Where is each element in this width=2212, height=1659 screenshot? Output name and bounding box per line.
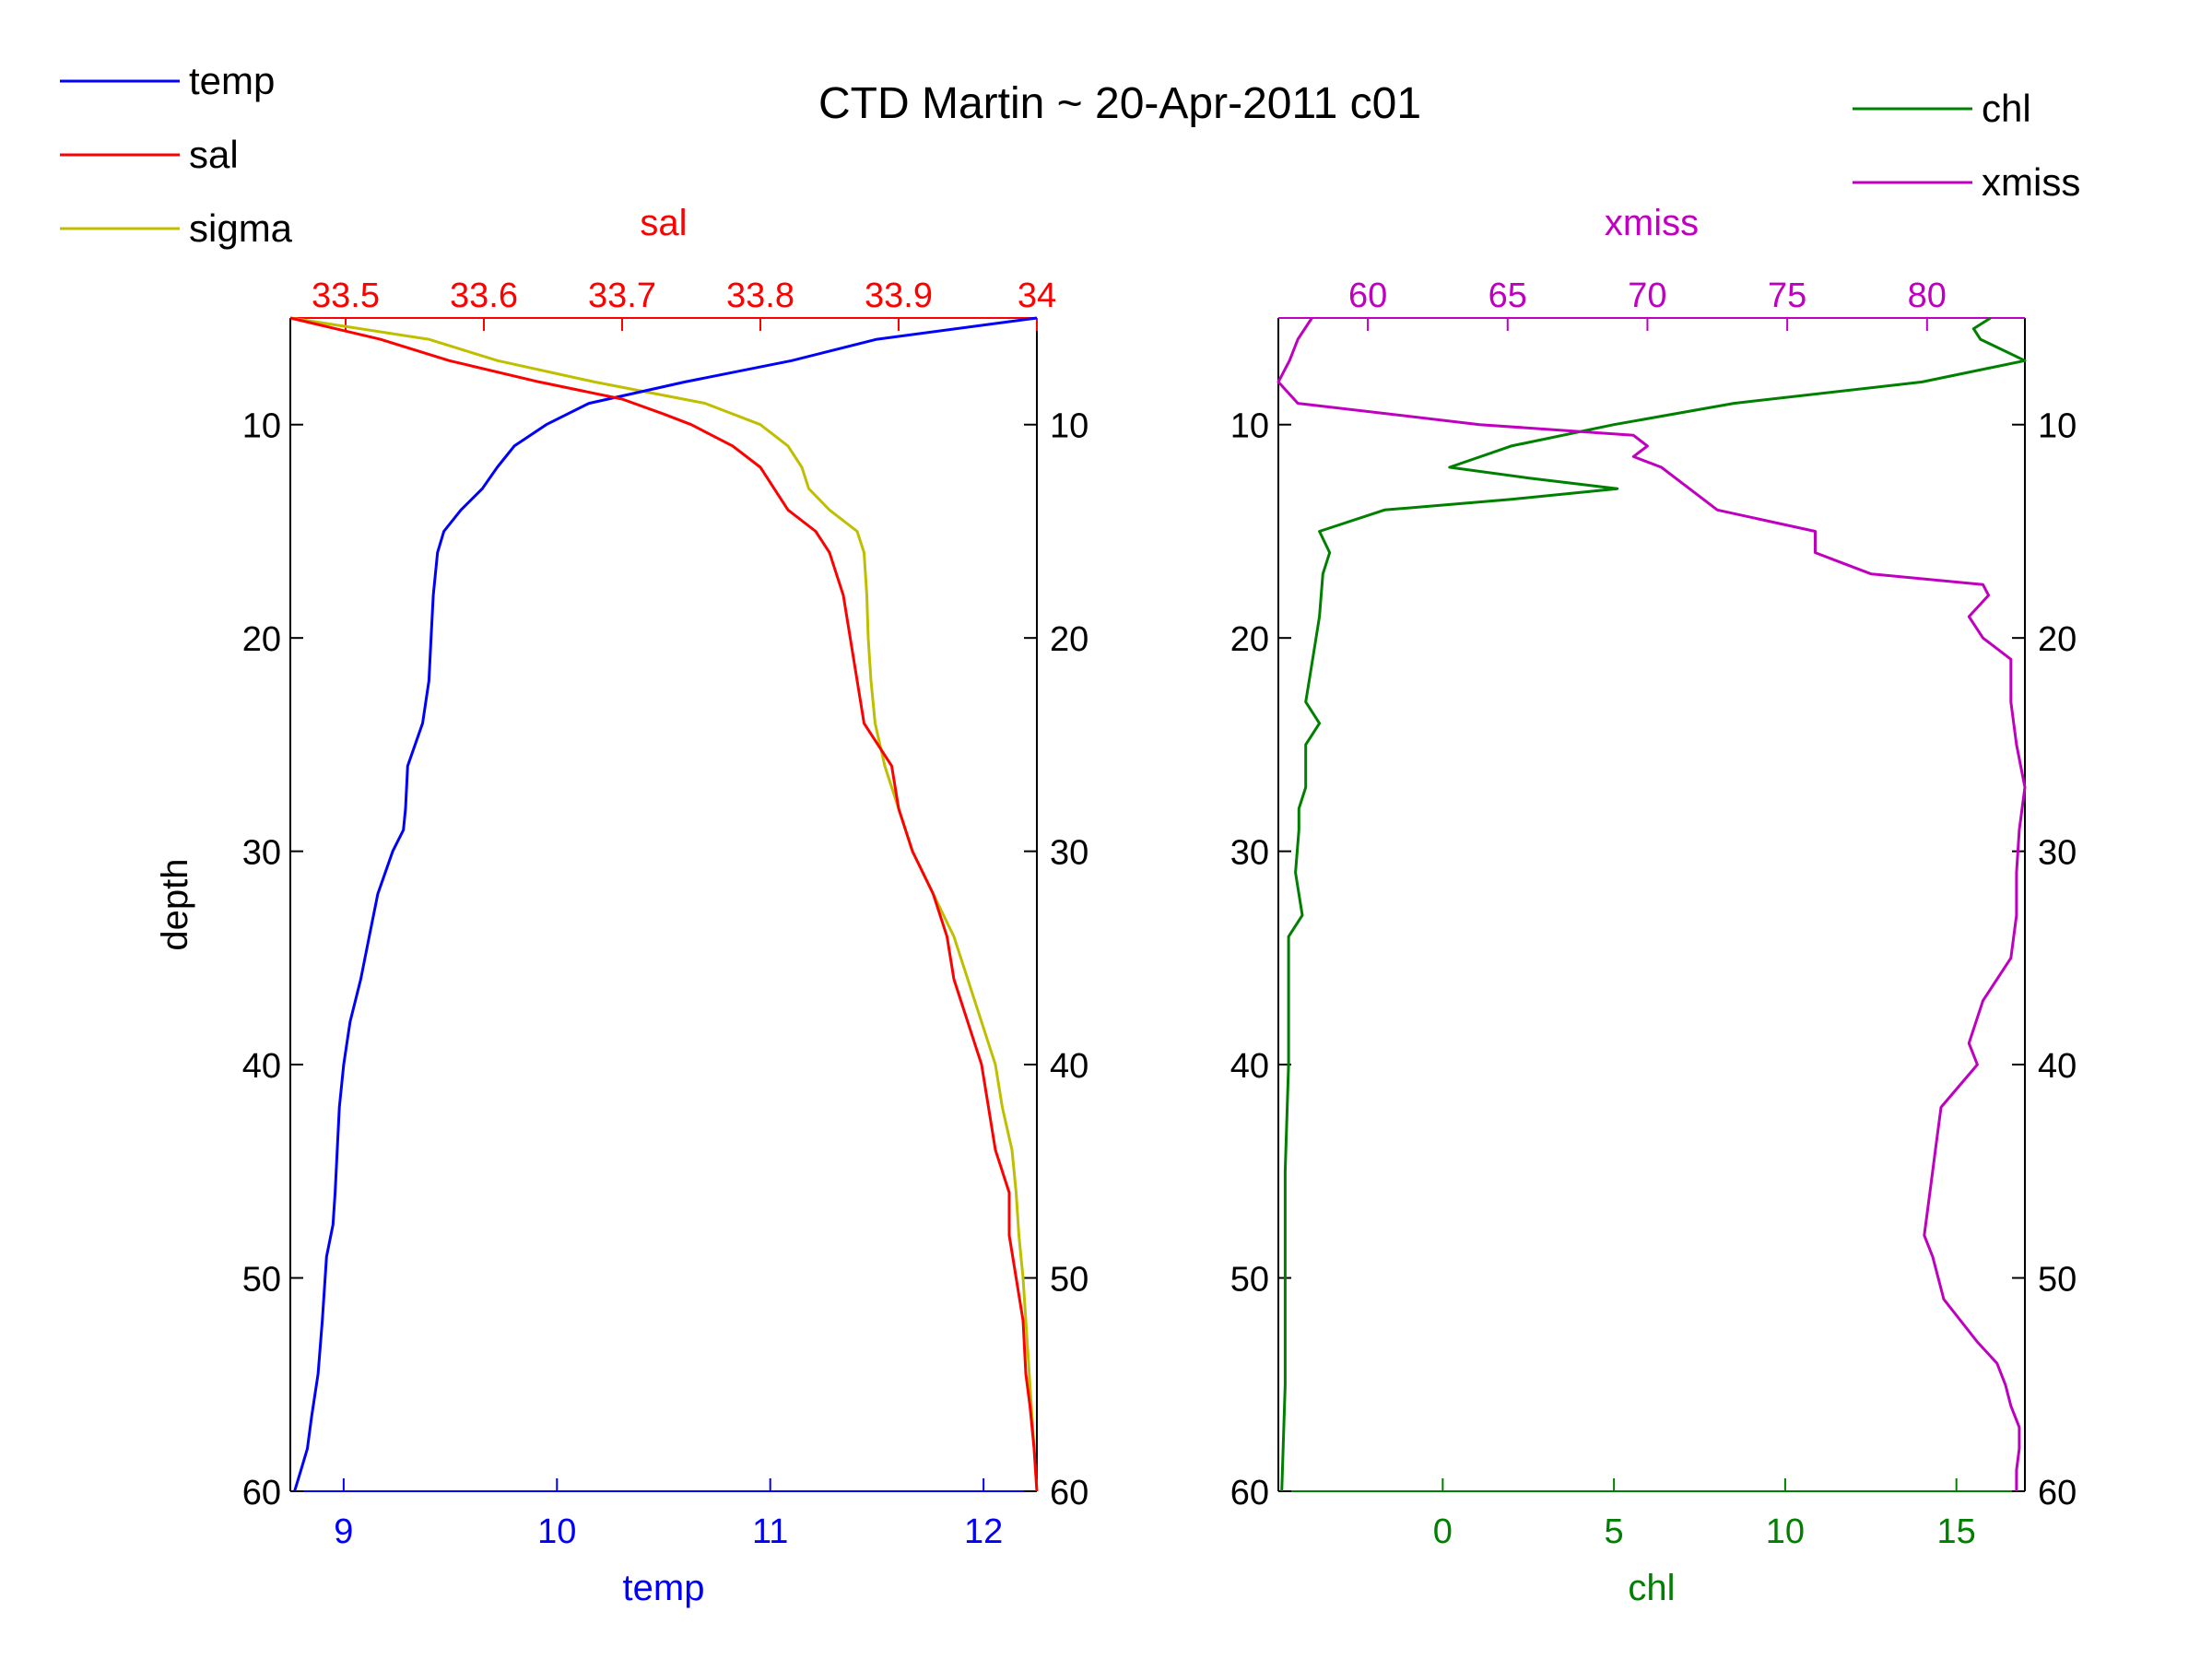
bottom-tick-label: 5 [1605, 1512, 1624, 1551]
bottom-axis-label: chl [1628, 1568, 1675, 1608]
y-tick-label: 50 [242, 1261, 281, 1300]
y-tick-label: 10 [242, 407, 281, 446]
left-panel: 10 10 20 20 30 30 40 40 50 50 60 60 9 10 11 12 temp 33.5 3… [155, 203, 1088, 1608]
y-tick-label: 20 [242, 620, 281, 659]
y-tick-label-right: 60 [2038, 1474, 2077, 1512]
top-tick-label: 70 [1628, 276, 1666, 315]
top-tick-label: 60 [1348, 276, 1387, 315]
legend-label: chl [1982, 87, 2031, 130]
y-tick-label: 50 [1230, 1261, 1269, 1300]
legend-label: sigma [189, 206, 293, 250]
legend-right: chl xmiss [1853, 87, 2080, 204]
y-tick-label: 60 [242, 1474, 281, 1512]
y-tick-label: 30 [242, 834, 281, 873]
bottom-tick-label: 12 [964, 1512, 1003, 1551]
bottom-tick-label: 10 [537, 1512, 576, 1551]
top-tick-label: 33.9 [865, 276, 933, 315]
y-tick-label: 30 [1230, 834, 1269, 873]
legend-label: sal [189, 133, 239, 176]
y-tick-label: 40 [1230, 1047, 1269, 1086]
y-tick-label-right: 50 [1050, 1261, 1088, 1300]
y-tick-label-right: 10 [2038, 407, 2077, 446]
y-tick-label-right: 40 [1050, 1047, 1088, 1086]
y-tick-label-right: 30 [1050, 834, 1088, 873]
legend-left: temp sal sigma [60, 59, 293, 250]
chart-title: CTD Martin ~ 20-Apr-2011 c01 [818, 79, 1421, 128]
bottom-tick-label: 15 [1937, 1512, 1976, 1551]
y-tick-label-right: 50 [2038, 1261, 2077, 1300]
top-tick-label: 33.5 [312, 276, 380, 315]
y-tick-label-right: 40 [2038, 1047, 2077, 1086]
bottom-tick-label: 11 [752, 1512, 788, 1551]
y-tick-label-right: 10 [1050, 407, 1088, 446]
y-axis-label: depth [155, 858, 195, 950]
right-panel: 10 10 20 20 30 30 40 40 50 50 60 60 0 5 10 15 chl 60 65 70 7… [1230, 203, 2077, 1608]
top-tick-label: 80 [1908, 276, 1947, 315]
series-line-xmiss [1277, 317, 2027, 1491]
y-tick-label: 10 [1230, 407, 1269, 446]
series-line-sigma [289, 316, 1039, 1492]
top-tick-label: 33.8 [726, 276, 794, 315]
series-line-sal [289, 316, 1039, 1492]
y-tick-label: 60 [1230, 1474, 1269, 1512]
y-tick-label: 40 [242, 1047, 281, 1086]
y-tick-label: 20 [1230, 620, 1269, 659]
top-tick-label: 33.7 [588, 276, 656, 315]
legend-label: temp [189, 59, 275, 102]
bottom-tick-label: 10 [1766, 1512, 1805, 1551]
y-tick-label-right: 20 [1050, 620, 1088, 659]
top-tick-label: 75 [1768, 276, 1806, 315]
top-tick-label: 34 [1018, 276, 1056, 315]
y-tick-label-right: 60 [1050, 1474, 1088, 1512]
series-line-chl [1280, 316, 2027, 1492]
top-axis-label: sal [640, 203, 687, 243]
top-tick-label: 33.6 [450, 276, 518, 315]
top-tick-label: 65 [1488, 276, 1527, 315]
legend-label: xmiss [1982, 160, 2080, 204]
bottom-tick-label: 0 [1433, 1512, 1453, 1551]
series-line-temp [293, 316, 1038, 1492]
bottom-tick-label: 9 [334, 1512, 353, 1551]
bottom-axis-label: temp [623, 1568, 705, 1608]
y-tick-label-right: 20 [2038, 620, 2077, 659]
top-axis-label: xmiss [1605, 203, 1699, 243]
y-tick-label-right: 30 [2038, 834, 2077, 873]
